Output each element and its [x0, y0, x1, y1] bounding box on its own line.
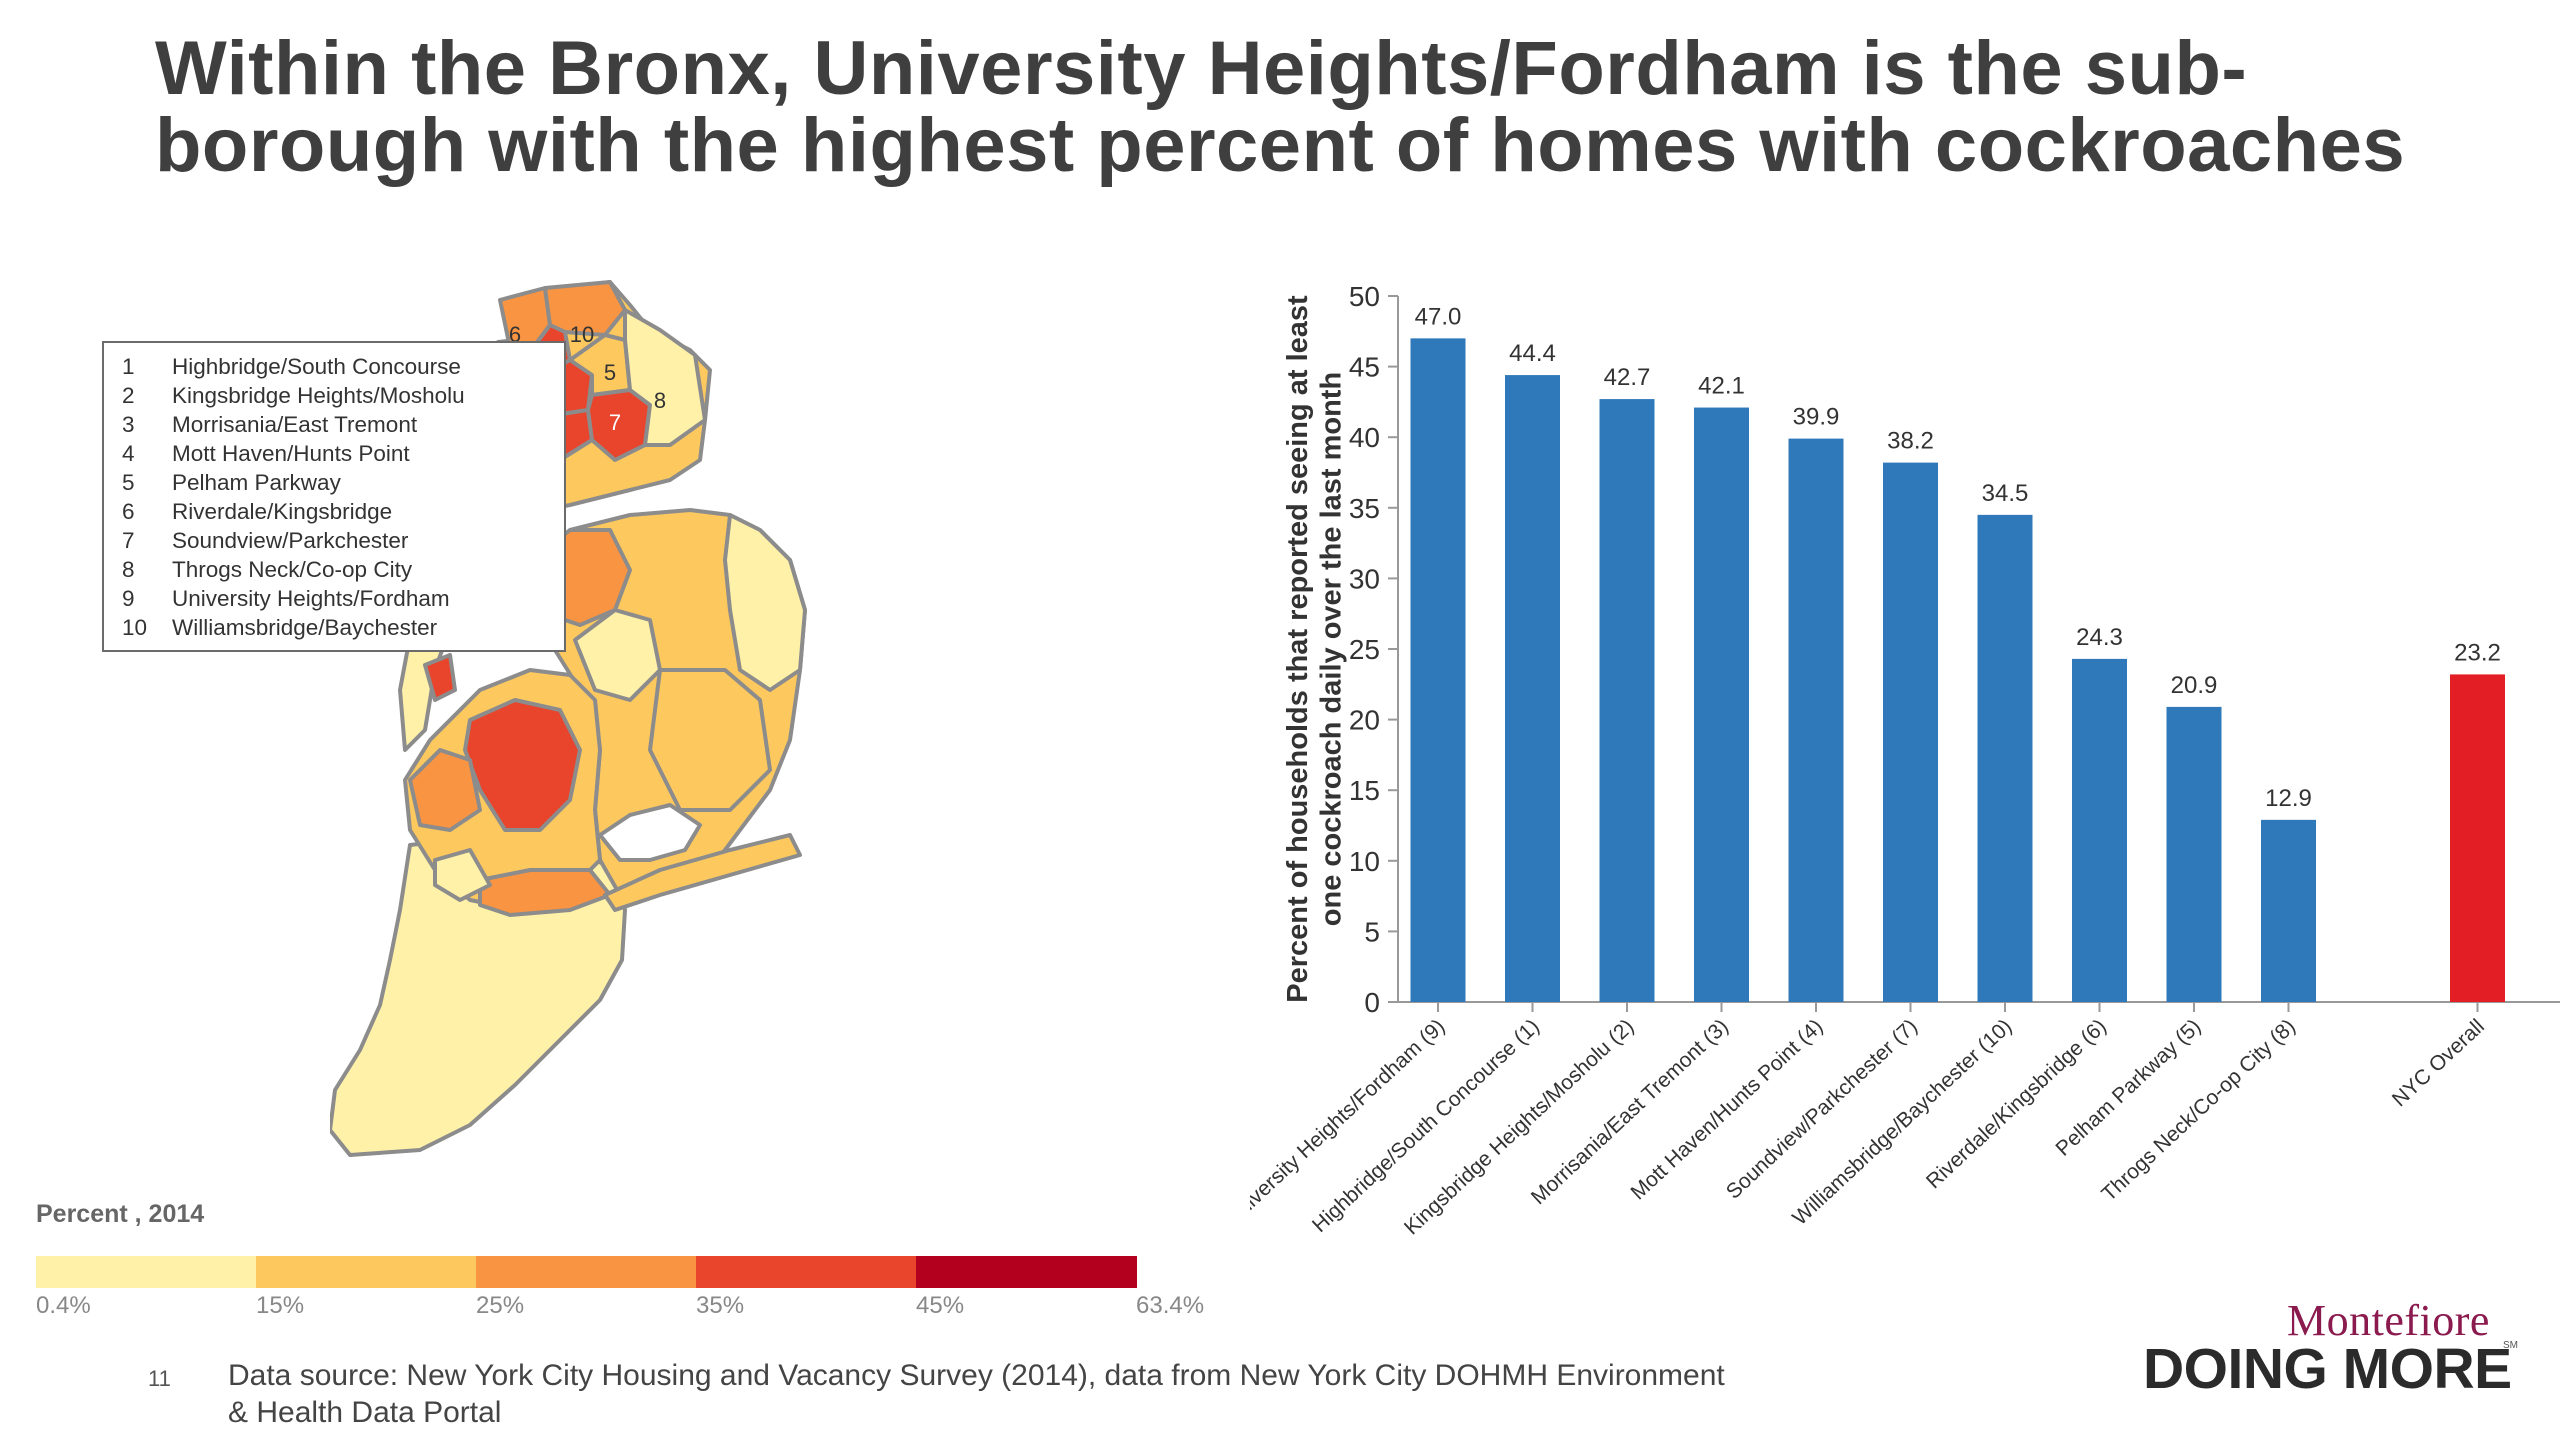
- bar: [1694, 407, 1749, 1003]
- color-scale-title: Percent , 2014: [36, 1200, 205, 1228]
- bar: [1505, 375, 1560, 1002]
- bar: [2261, 819, 2316, 1002]
- legend-entry-name: Riverdale/Kingsbridge: [172, 499, 393, 524]
- service-mark: SM: [2503, 1340, 2518, 1351]
- color-scale-tick-label: 63.4%: [1136, 1292, 1205, 1319]
- color-scale-tick-label: 15%: [256, 1292, 305, 1319]
- bar: [1788, 438, 1844, 1002]
- x-category-label: Throgs Neck/Co-op City (8): [2097, 1015, 2300, 1206]
- bar-value-label: 23.2: [2454, 639, 2501, 666]
- legend-entry-name: University Heights/Fordham: [172, 586, 450, 611]
- map-label-6: 6: [509, 322, 521, 347]
- color-scale-tick-label: 0.4%: [36, 1292, 91, 1319]
- bar-value-label: 38.2: [1887, 428, 1934, 455]
- jamaica-bay-region: [598, 803, 702, 862]
- y-axis-title: Percent of households that reported seei…: [1282, 295, 1347, 1003]
- color-scale-segment: [696, 1256, 917, 1288]
- bronx-8-throgs-neck: [623, 308, 707, 447]
- bar-value-label: 47.0: [1415, 303, 1462, 330]
- y-tick-label: 25: [1349, 634, 1380, 665]
- y-tick-label: 50: [1349, 281, 1380, 312]
- legend-entry-name: Pelham Parkway: [172, 470, 341, 495]
- lower-east-side-region: [423, 653, 457, 702]
- map-label-5: 5: [604, 360, 616, 385]
- legend-entry-number: 1: [122, 354, 135, 379]
- bar-value-label: 42.7: [1604, 364, 1651, 391]
- legend-entry-number: 8: [122, 557, 135, 582]
- bar: [2072, 658, 2127, 1002]
- bar: [2450, 674, 2505, 1002]
- legend-entry-number: 2: [122, 383, 135, 408]
- map-label-7: 7: [609, 410, 621, 435]
- legend-entry-number: 10: [122, 615, 148, 640]
- bar: [1977, 514, 2033, 1002]
- bar-value-label: 20.9: [2171, 672, 2218, 699]
- x-category-label: Mott Haven/Hunts Point (4): [1626, 1015, 1827, 1205]
- data-source-note: Data source: New York City Housing and V…: [228, 1359, 1725, 1429]
- bar-value-label: 39.9: [1793, 404, 1840, 431]
- bar-value-label: 24.3: [2076, 624, 2123, 651]
- color-scale-segment: [256, 1256, 477, 1288]
- legend-entry-name: Morrisania/East Tremont: [172, 412, 418, 437]
- bar: [1883, 462, 1938, 1003]
- color-scale-bar: [36, 1256, 1137, 1288]
- legend-entry-number: 4: [122, 441, 135, 466]
- bar-value-label: 12.9: [2265, 785, 2312, 812]
- y-tick-label: 5: [1364, 916, 1380, 947]
- legend-entry-name: Highbridge/South Concourse: [172, 354, 461, 379]
- y-tick-label: 30: [1349, 563, 1380, 594]
- y-tick-label: 15: [1349, 775, 1380, 806]
- y-tick-label: 45: [1349, 352, 1380, 383]
- x-category-label: Riverdale/Kingsbridge (6): [1922, 1015, 2111, 1193]
- brooklyn-south-region: [478, 868, 612, 917]
- montefiore-logo-name: Montefiore: [2287, 1296, 2490, 1345]
- legend-entry-name: Williamsbridge/Baychester: [172, 615, 438, 640]
- queens-south-region: [648, 668, 772, 812]
- bar-value-label: 34.5: [1982, 480, 2029, 507]
- bar: [2166, 706, 2222, 1002]
- page-number: 11: [148, 1366, 171, 1391]
- legend-entry-name: Soundview/Parkchester: [172, 528, 409, 553]
- map-label-8: 8: [654, 388, 666, 413]
- legend-entry-number: 3: [122, 412, 135, 437]
- brooklyn-sw-region: [408, 748, 482, 832]
- legend-entry-number: 6: [122, 499, 135, 524]
- queens-east-region: [723, 513, 807, 692]
- color-scale-segment: [476, 1256, 697, 1288]
- legend-entry-name: Throgs Neck/Co-op City: [172, 557, 413, 582]
- montefiore-logo-tagline: DOING MORE: [2143, 1337, 2512, 1401]
- x-category-label: Morrisania/East Tremont (3): [1527, 1015, 1733, 1209]
- slide-title: Within the Bronx, University Heights/For…: [155, 26, 2406, 188]
- x-category-label: NYC Overall: [2388, 1015, 2489, 1111]
- color-scale-segment: [36, 1256, 257, 1288]
- rockaway-region: [603, 833, 802, 912]
- x-category-label: Soundview/Parkchester (7): [1722, 1015, 1922, 1204]
- color-scale-tick-label: 35%: [696, 1292, 745, 1319]
- y-tick-label: 10: [1349, 846, 1380, 877]
- y-tick-label: 35: [1349, 493, 1380, 524]
- legend-entry-number: 7: [122, 528, 135, 553]
- legend-entry-number: 9: [122, 586, 135, 611]
- color-scale-segment: [916, 1256, 1137, 1288]
- color-scale-tick-label: 45%: [916, 1292, 965, 1319]
- bar: [1599, 399, 1655, 1002]
- legend-entry-number: 5: [122, 470, 135, 495]
- y-tick-label: 20: [1349, 705, 1380, 736]
- y-tick-label: 0: [1364, 987, 1380, 1018]
- legend-entry-name: Kingsbridge Heights/Mosholu: [172, 383, 465, 408]
- map-label-10: 10: [570, 322, 594, 347]
- bar: [1410, 338, 1466, 1002]
- map-legend: 1 Highbridge/South Concourse 2 Kingsbridge …: [102, 341, 566, 652]
- bar-value-label: 44.4: [1509, 340, 1556, 367]
- brooklyn-coney-region: [433, 848, 492, 902]
- y-tick-label: 40: [1349, 422, 1380, 453]
- legend-entry-name: Mott Haven/Hunts Point: [172, 441, 410, 466]
- color-scale-tick-label: 25%: [476, 1292, 525, 1319]
- bar-value-label: 42.1: [1698, 373, 1745, 400]
